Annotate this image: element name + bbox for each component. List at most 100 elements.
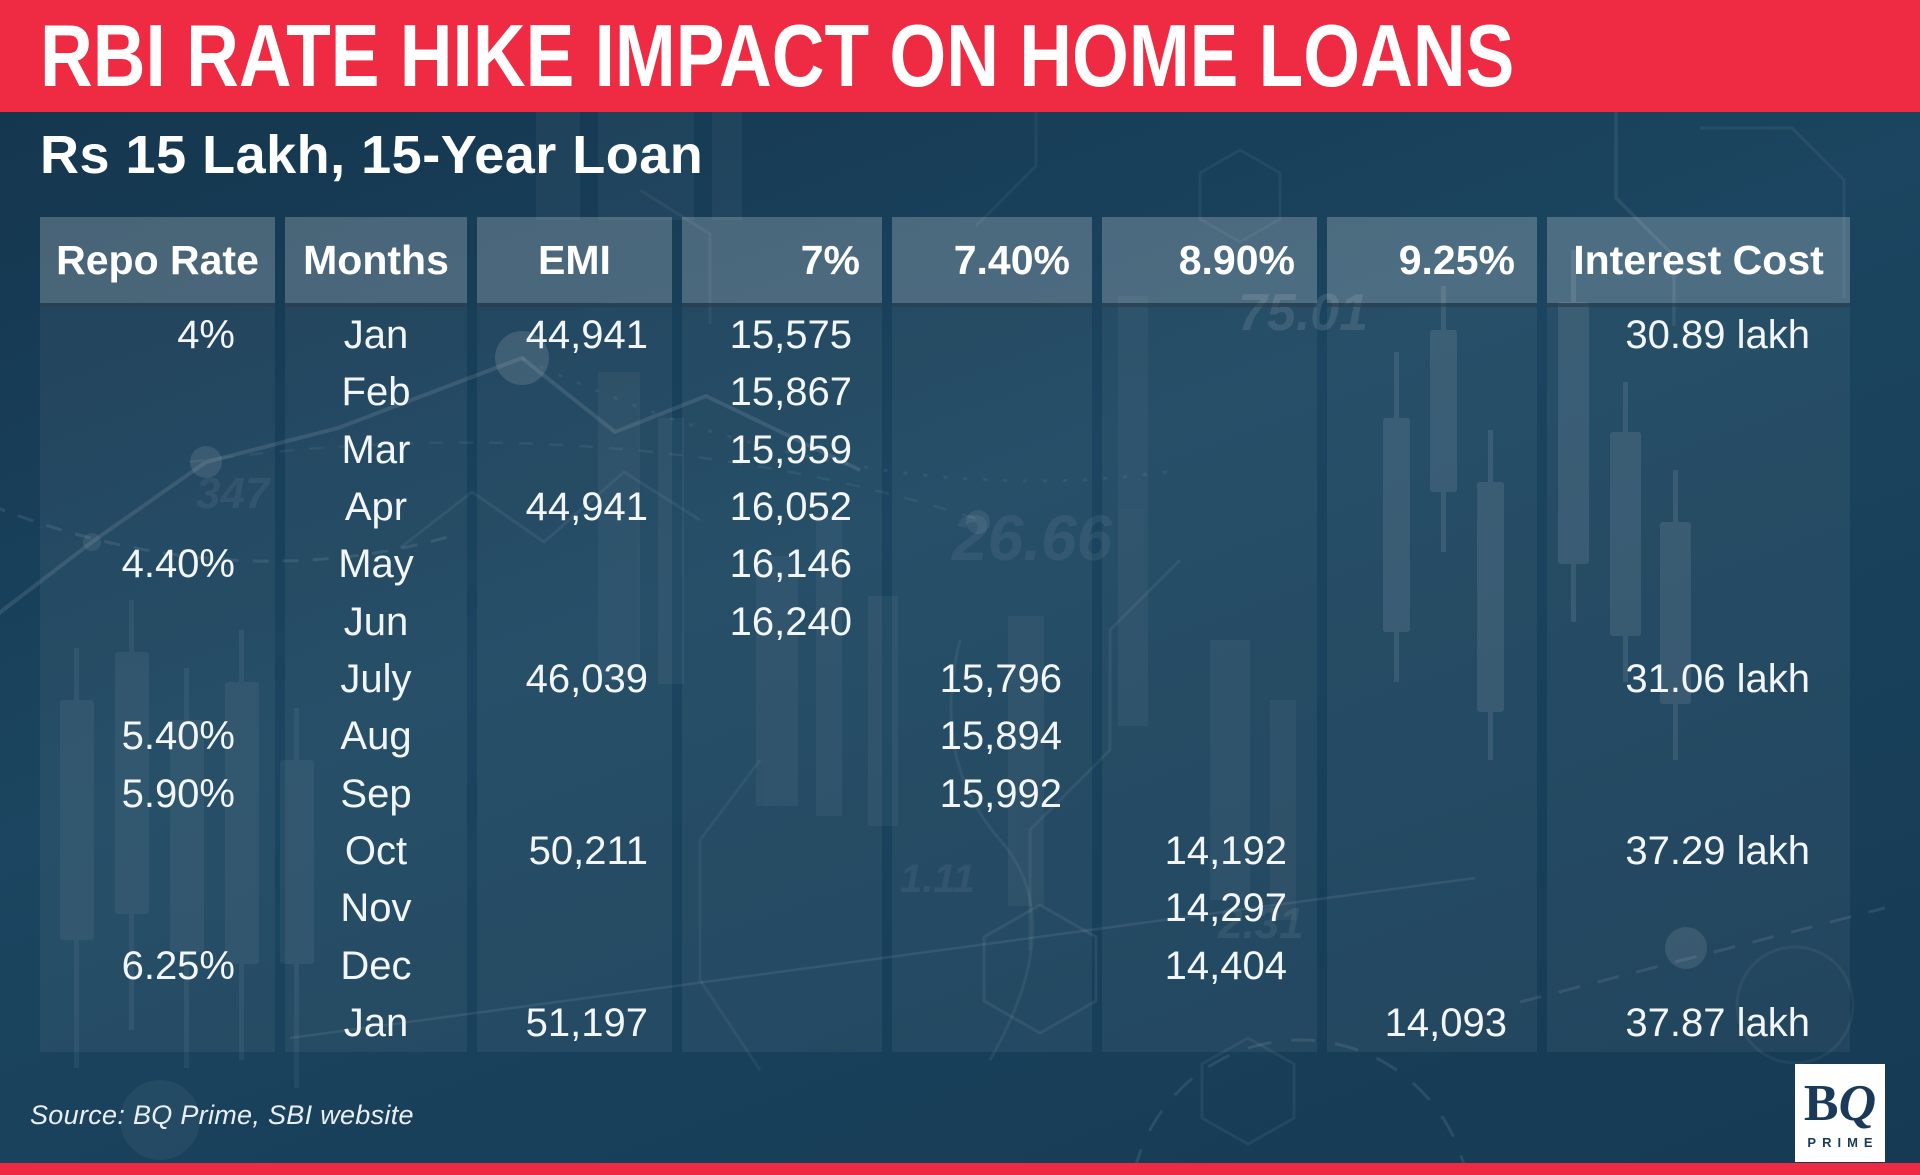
- cell-row4-repo-rate: [40, 478, 275, 537]
- cell-row13-7: [682, 994, 882, 1052]
- cell-row13-months: Jan: [285, 994, 467, 1052]
- circuit-trace: [1028, 558, 1182, 950]
- cell-row12-8-90: 14,404: [1102, 937, 1317, 995]
- mountain-line: [399, 470, 701, 550]
- bottom-red-bar: [0, 1163, 1920, 1175]
- cell-row1-emi: 44,941: [477, 307, 672, 365]
- cell-row5-interest-cost: [1547, 536, 1850, 594]
- cell-row13-repo-rate: [40, 994, 275, 1052]
- cell-row5-7: 16,146: [682, 536, 882, 594]
- column-header-emi: EMI: [477, 217, 672, 307]
- cell-row7-interest-cost: 31.06 lakh: [1547, 650, 1850, 709]
- cell-row1-7-40: [892, 307, 1092, 365]
- bq-logo-text: BQ: [1804, 1077, 1876, 1129]
- candlestick-cluster-left: [60, 600, 314, 1088]
- cell-row5-8-90: [1102, 536, 1317, 594]
- faint-bars: [536, 64, 1296, 920]
- cell-row9-interest-cost: [1547, 765, 1850, 823]
- cell-row4-7-40: [892, 478, 1092, 537]
- cell-row3-7: 15,959: [682, 421, 882, 479]
- hexagon-outline: [982, 903, 1098, 1035]
- cell-row11-months: Nov: [285, 880, 467, 938]
- cell-row13-9-25: 14,093: [1327, 994, 1537, 1052]
- cell-row1-7: 15,575: [682, 307, 882, 365]
- bq-prime-logo: BQ PRIME: [1795, 1064, 1885, 1162]
- cell-row11-emi: [477, 880, 672, 938]
- cell-row12-7-40: [892, 937, 1092, 995]
- cell-row13-7-40: [892, 994, 1092, 1052]
- cell-row10-9-25: [1327, 822, 1537, 881]
- cell-row1-8-90: [1102, 307, 1317, 365]
- cell-row6-repo-rate: [40, 593, 275, 651]
- cell-row3-8-90: [1102, 421, 1317, 479]
- logo-prime-text: PRIME: [1807, 1135, 1879, 1151]
- cell-row12-7: [682, 937, 882, 995]
- cell-row6-emi: [477, 593, 672, 651]
- cell-row2-7-40: [892, 364, 1092, 422]
- cell-row10-8-90: 14,192: [1102, 822, 1317, 881]
- cell-row6-months: Jun: [285, 593, 467, 651]
- dashed-line: [189, 441, 981, 522]
- cell-row7-7-40: 15,796: [892, 650, 1092, 709]
- cell-row2-interest-cost: [1547, 364, 1850, 422]
- source-note: Source: BQ Prime, SBI website: [30, 1100, 414, 1130]
- cell-row9-repo-rate: 5.90%: [40, 765, 275, 823]
- hexagon-outline: [1198, 148, 1282, 244]
- cell-row7-emi: 46,039: [477, 650, 672, 709]
- cell-row9-8-90: [1102, 765, 1317, 823]
- dashed-curve: [0, 507, 456, 563]
- cell-row11-7-40: [892, 880, 1092, 938]
- column-header-8-90: 8.90%: [1102, 217, 1317, 307]
- column-header-9-25: 9.25%: [1327, 217, 1537, 307]
- column-header-months: Months: [285, 217, 467, 307]
- cell-row12-months: Dec: [285, 937, 467, 995]
- cell-row10-months: Oct: [285, 822, 467, 881]
- cell-row8-interest-cost: [1547, 708, 1850, 766]
- watermark-number: 26.66: [951, 502, 1113, 574]
- circuit-trace: [639, 188, 712, 324]
- cell-row8-7-40: 15,894: [892, 708, 1092, 766]
- hexagon-outline: [1200, 1036, 1296, 1146]
- cell-row13-interest-cost: 37.87 lakh: [1547, 994, 1850, 1052]
- cell-row11-7: [682, 880, 882, 938]
- cell-row11-interest-cost: [1547, 880, 1850, 938]
- column-header-interest-cost: Interest Cost: [1547, 217, 1850, 307]
- column-header-7: 7%: [682, 217, 882, 307]
- cell-row12-emi: [477, 937, 672, 995]
- cell-row2-8-90: [1102, 364, 1317, 422]
- cell-row5-months: May: [285, 536, 467, 594]
- cell-row8-9-25: [1327, 708, 1537, 766]
- cell-row9-9-25: [1327, 765, 1537, 823]
- cell-row12-9-25: [1327, 937, 1537, 995]
- cell-row4-9-25: [1327, 478, 1537, 537]
- logo-letter-q: Q: [1838, 1074, 1877, 1132]
- cell-row2-7: 15,867: [682, 364, 882, 422]
- watermark-number: 347: [196, 469, 272, 518]
- loan-table: Repo Rate Months EMI 7% 7.40% 8.90% 9.25% Inter…: [40, 217, 1850, 1052]
- cell-row11-8-90: 14,297: [1102, 880, 1317, 938]
- logo-letter-b: B: [1803, 1074, 1839, 1132]
- cell-row12-interest-cost: [1547, 937, 1850, 995]
- cell-row2-repo-rate: [40, 364, 275, 422]
- cell-row13-emi: 51,197: [477, 994, 672, 1052]
- column-header-7-40: 7.40%: [892, 217, 1092, 307]
- cell-row9-months: Sep: [285, 765, 467, 823]
- column-header-repo-rate: Repo Rate: [40, 217, 275, 307]
- cell-row4-months: Apr: [285, 478, 467, 537]
- cell-row12-repo-rate: 6.25%: [40, 937, 275, 995]
- cell-row3-7-40: [892, 421, 1092, 479]
- cell-row11-repo-rate: [40, 880, 275, 938]
- watermark-number: 2.31: [1217, 899, 1304, 948]
- cell-row10-repo-rate: [40, 822, 275, 881]
- cell-row4-7: 16,052: [682, 478, 882, 537]
- cell-row3-interest-cost: [1547, 421, 1850, 479]
- cell-row9-7: [682, 765, 882, 823]
- dashed-arc: [1132, 1038, 1468, 1175]
- cell-row5-9-25: [1327, 536, 1537, 594]
- cell-row9-7-40: 15,992: [892, 765, 1092, 823]
- cell-row1-interest-cost: 30.89 lakh: [1547, 307, 1850, 365]
- cell-row4-emi: 44,941: [477, 478, 672, 537]
- circuit-trace: [949, 639, 1035, 1061]
- cell-row8-months: Aug: [285, 708, 467, 766]
